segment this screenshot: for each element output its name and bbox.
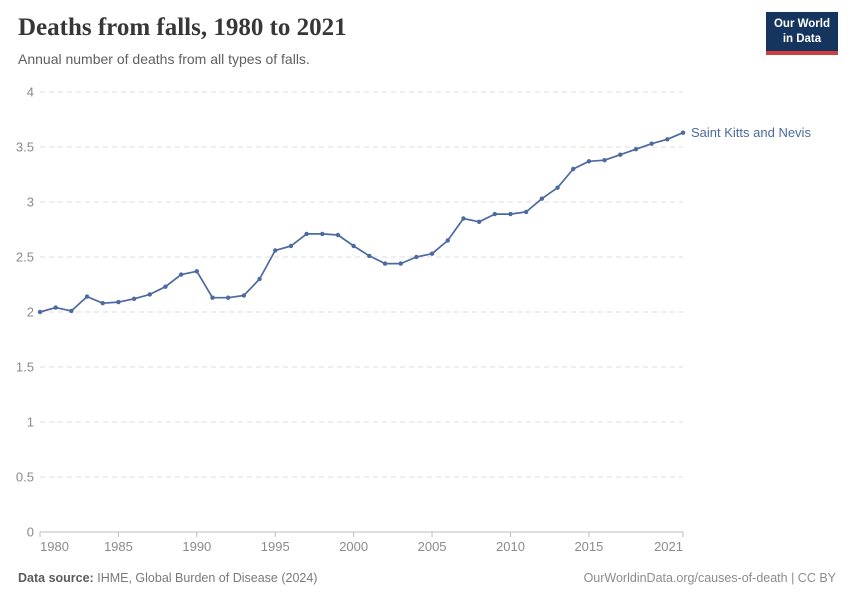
data-point-2000[interactable]: [351, 243, 356, 249]
x-axis-label-2015: 2015: [574, 539, 603, 554]
data-point-1989[interactable]: [178, 272, 184, 277]
chart-subtitle: Annual number of deaths from all types o…: [18, 50, 310, 67]
x-axis-label-2021: 2021: [654, 539, 683, 554]
chart-footer: Data source: IHME, Global Burden of Dise…: [18, 571, 836, 585]
data-point-1990[interactable]: [194, 269, 200, 274]
data-point-2011[interactable]: [523, 209, 529, 215]
data-point-1991[interactable]: [210, 295, 215, 300]
data-point-1997[interactable]: [304, 231, 309, 237]
data-point-2014[interactable]: [571, 166, 576, 172]
data-point-2020[interactable]: [665, 137, 670, 142]
owid-logo[interactable]: Our World in Data: [765, 12, 838, 55]
y-axis-label-4: 4: [27, 85, 34, 100]
data-point-2001[interactable]: [367, 253, 372, 259]
x-axis-label-2005: 2005: [418, 539, 447, 554]
data-point-1981[interactable]: [53, 305, 58, 310]
data-point-2002[interactable]: [382, 261, 388, 266]
y-axis-label-2: 2: [27, 305, 34, 320]
owid-logo-line2: in Data: [782, 32, 822, 45]
data-point-2021[interactable]: [680, 130, 686, 135]
data-point-1986[interactable]: [131, 296, 137, 301]
y-axis-label-1: 1: [27, 415, 34, 430]
data-point-1999[interactable]: [335, 232, 341, 238]
data-point-1985[interactable]: [116, 299, 121, 305]
page-title: Deaths from falls, 1980 to 2021: [18, 14, 347, 41]
data-source-note: Data source: IHME, Global Burden of Dise…: [18, 571, 317, 585]
data-point-1995[interactable]: [273, 248, 278, 253]
data-point-2015[interactable]: [586, 159, 592, 164]
x-axis-label-1995: 1995: [261, 539, 290, 554]
data-source-text: IHME, Global Burden of Disease (2024): [97, 571, 318, 585]
series-line[interactable]: [39, 131, 684, 313]
data-point-1983[interactable]: [84, 294, 90, 299]
y-axis-label-3.5: 3.5: [16, 140, 34, 155]
data-point-2008[interactable]: [476, 219, 482, 224]
y-axis-label-3: 3: [27, 195, 34, 210]
data-point-2006[interactable]: [445, 238, 450, 243]
data-point-2009[interactable]: [492, 211, 498, 217]
owid-logo-line1: Our World: [773, 18, 830, 30]
data-point-2016[interactable]: [602, 158, 607, 163]
data-point-1982[interactable]: [69, 308, 74, 314]
data-point-1993[interactable]: [241, 293, 247, 298]
credit-link[interactable]: OurWorldinData.org/causes-of-death | CC …: [583, 571, 836, 585]
data-point-1994[interactable]: [257, 276, 262, 282]
data-source-label: Data source:: [18, 571, 94, 585]
y-axis-label-0.5: 0.5: [16, 470, 34, 485]
data-point-2018[interactable]: [633, 147, 639, 152]
data-point-2017[interactable]: [618, 152, 623, 157]
data-point-1996[interactable]: [288, 243, 294, 249]
chart-header: Deaths from falls, 1980 to 2021 Annual n…: [18, 14, 750, 67]
y-axis-label-0: 0: [27, 525, 34, 540]
data-point-2005[interactable]: [429, 251, 435, 256]
series-end-label[interactable]: Saint Kitts and Nevis: [691, 125, 811, 140]
data-point-1988[interactable]: [163, 284, 168, 289]
data-point-2019[interactable]: [649, 141, 654, 146]
data-point-2013[interactable]: [555, 185, 560, 190]
data-point-2003[interactable]: [398, 261, 403, 266]
data-point-2012[interactable]: [539, 196, 545, 201]
data-point-1992[interactable]: [225, 295, 231, 300]
x-axis-label-1985: 1985: [104, 539, 133, 554]
x-axis-label-1980: 1980: [40, 539, 69, 554]
x-axis-label-1990: 1990: [182, 539, 211, 554]
data-point-1984[interactable]: [100, 301, 105, 306]
x-axis-label-2010: 2010: [496, 539, 525, 554]
data-point-1980[interactable]: [37, 309, 43, 315]
data-point-1987[interactable]: [147, 292, 152, 297]
data-point-2004[interactable]: [414, 254, 419, 260]
data-point-1998[interactable]: [320, 231, 325, 237]
y-axis-label-2.5: 2.5: [16, 250, 34, 265]
y-axis-label-1.5: 1.5: [16, 360, 34, 375]
x-axis-label-2000: 2000: [339, 539, 368, 554]
data-point-2010[interactable]: [508, 211, 513, 217]
data-point-2007[interactable]: [461, 216, 466, 221]
